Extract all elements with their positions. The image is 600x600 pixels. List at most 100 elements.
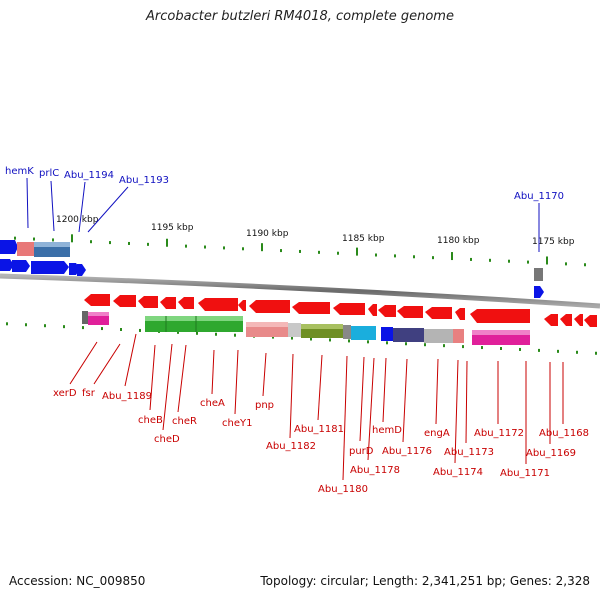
minor-tick — [595, 351, 597, 355]
reverse-gene-arrow[interactable] — [292, 302, 330, 314]
minor-tick — [196, 331, 198, 335]
forward-gene-bar[interactable] — [34, 242, 70, 247]
feature-bar[interactable] — [82, 311, 88, 324]
scale-label-1180: 1180 kbp — [437, 236, 480, 246]
label-leader-line — [26, 177, 29, 229]
feature-bar[interactable] — [472, 330, 530, 335]
gene-label-cheB[interactable]: cheB — [138, 415, 163, 426]
minor-tick — [424, 343, 426, 347]
gene-label-abu1168[interactable]: Abu_1168 — [539, 428, 589, 439]
minor-tick — [481, 346, 483, 350]
feature-bar[interactable] — [453, 329, 464, 343]
minor-tick — [519, 347, 521, 351]
minor-tick — [318, 250, 320, 254]
gene-label-hemD[interactable]: hemD — [372, 425, 402, 436]
minor-tick — [462, 345, 464, 349]
label-leader-line — [93, 343, 121, 385]
minor-tick — [204, 245, 206, 249]
reverse-gene-arrow[interactable] — [198, 298, 238, 311]
feature-bar[interactable] — [393, 328, 424, 342]
reverse-gene-arrow[interactable] — [544, 314, 558, 326]
gene-label-abu1189[interactable]: Abu_1189 — [102, 391, 152, 402]
gene-label-abu1172[interactable]: Abu_1172 — [474, 428, 524, 439]
minor-tick — [33, 237, 35, 241]
gene-label-abu1193[interactable]: Abu_1193 — [119, 175, 169, 186]
reverse-gene-arrow[interactable] — [378, 305, 396, 317]
reverse-gene-arrow[interactable] — [178, 297, 194, 309]
major-tick — [546, 256, 548, 265]
reverse-gene-arrow[interactable] — [584, 315, 597, 327]
gene-label-cheR[interactable]: cheR — [172, 416, 197, 427]
minor-tick — [576, 350, 578, 354]
gene-label-abu1174[interactable]: Abu_1174 — [433, 467, 483, 478]
gene-label-cheD[interactable]: cheD — [154, 434, 180, 445]
minor-tick — [82, 326, 84, 330]
gene-label-purD[interactable]: purD — [349, 446, 374, 457]
gene-label-cheA[interactable]: cheA — [200, 398, 225, 409]
accession-info: Accession: NC_009850 — [9, 574, 146, 588]
minor-tick — [337, 251, 339, 255]
gene-label-abu1180[interactable]: Abu_1180 — [318, 484, 368, 495]
forward-gene-arrow[interactable] — [0, 259, 14, 271]
gene-label-engA[interactable]: engA — [424, 428, 450, 439]
forward-gene-arrow[interactable] — [77, 264, 86, 276]
gene-label-abu1171[interactable]: Abu_1171 — [500, 468, 550, 479]
gene-label-abu1194[interactable]: Abu_1194 — [64, 170, 114, 181]
gene-label-abu1181[interactable]: Abu_1181 — [294, 424, 344, 435]
minor-tick — [90, 240, 92, 244]
reverse-gene-arrow[interactable] — [397, 306, 423, 318]
gene-label-abu1173[interactable]: Abu_1173 — [444, 447, 494, 458]
feature-bar[interactable] — [424, 329, 453, 343]
reverse-gene-arrow[interactable] — [368, 304, 377, 316]
gene-label-prlC[interactable]: prlC — [39, 168, 59, 179]
minor-tick — [557, 349, 559, 353]
reverse-gene-arrow[interactable] — [425, 307, 452, 319]
feature-bar[interactable] — [288, 323, 301, 337]
feature-bar[interactable] — [343, 325, 351, 339]
abu1170-gene-arrow[interactable] — [534, 286, 544, 298]
gene-label-hemK[interactable]: hemK — [5, 166, 34, 177]
gene-label-abu1178[interactable]: Abu_1178 — [350, 465, 400, 476]
reverse-gene-arrow[interactable] — [470, 309, 530, 323]
gene-label-abu1182[interactable]: Abu_1182 — [266, 441, 316, 452]
forward-gene-arrow[interactable] — [0, 240, 18, 254]
reverse-gene-arrow[interactable] — [455, 308, 465, 320]
label-leader-line — [342, 355, 348, 481]
abu1170-gene-bar[interactable] — [534, 268, 543, 281]
label-leader-line — [262, 352, 267, 397]
reverse-gene-arrow[interactable] — [113, 295, 136, 307]
gene-label-abu1170[interactable]: Abu_1170 — [514, 191, 564, 202]
gene-label-cheY1[interactable]: cheY1 — [222, 418, 252, 429]
label-leader-line — [402, 358, 408, 443]
forward-gene-arrow[interactable] — [12, 260, 30, 272]
forward-gene-bar[interactable] — [17, 242, 34, 256]
feature-bar[interactable] — [145, 316, 243, 321]
gene-label-abu1176[interactable]: Abu_1176 — [382, 446, 432, 457]
label-leader-line — [177, 344, 187, 413]
feature-bar[interactable] — [381, 327, 393, 341]
reverse-gene-arrow[interactable] — [138, 296, 158, 308]
reverse-gene-arrow[interactable] — [574, 314, 583, 326]
forward-gene-arrow[interactable] — [31, 261, 69, 274]
label-leader-line — [367, 357, 375, 461]
minor-tick — [272, 335, 274, 339]
reverse-gene-arrow[interactable] — [238, 300, 246, 311]
major-tick — [356, 247, 358, 256]
topology-info: Topology: circular; Length: 2,341,251 bp… — [260, 574, 590, 588]
gene-label-pnp[interactable]: pnp — [255, 400, 274, 411]
feature-bar[interactable] — [88, 312, 109, 316]
reverse-gene-arrow[interactable] — [160, 297, 176, 309]
reverse-gene-arrow[interactable] — [84, 294, 110, 306]
reverse-gene-arrow[interactable] — [249, 300, 290, 313]
reverse-gene-arrow[interactable] — [560, 314, 572, 326]
minor-tick — [443, 344, 445, 348]
reverse-gene-arrow[interactable] — [333, 303, 365, 315]
feature-bar[interactable] — [246, 322, 288, 327]
minor-tick — [101, 327, 103, 331]
feature-bar[interactable] — [301, 324, 343, 329]
major-tick — [71, 234, 73, 243]
gene-label-abu1169[interactable]: Abu_1169 — [526, 448, 576, 459]
feature-bar[interactable] — [351, 326, 376, 340]
gene-label-xerD[interactable]: xerD — [53, 388, 77, 399]
gene-label-fsr[interactable]: fsr — [82, 388, 96, 399]
